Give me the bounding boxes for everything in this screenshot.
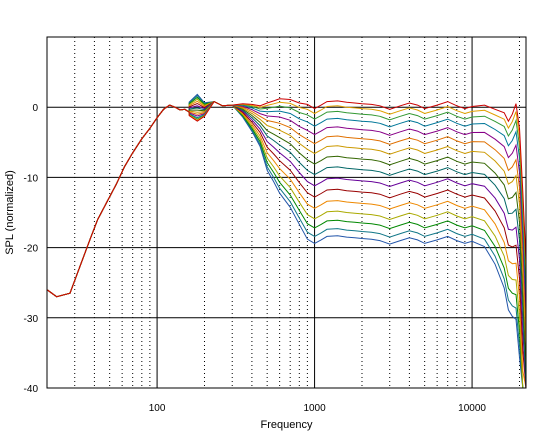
- series-line: [46, 93, 526, 389]
- x-tick-label: 1000: [303, 403, 326, 414]
- x-tick-label: 10000: [458, 403, 486, 414]
- series-line: [46, 101, 527, 389]
- series-line: [46, 98, 526, 389]
- minor-gridlines: [74, 37, 520, 388]
- y-tick-label: -10: [24, 173, 39, 184]
- x-axis-label: Frequency: [261, 419, 313, 431]
- plot-frame: [46, 36, 527, 389]
- y-tick-label: -30: [24, 314, 39, 325]
- series-line: [46, 100, 527, 312]
- series-line: [46, 96, 526, 389]
- series-line: [46, 98, 527, 298]
- y-tick-labels: 0 -10 -20 -30 -40: [24, 103, 39, 395]
- series-line: [46, 100, 527, 368]
- series-layer: [46, 93, 527, 389]
- series-line: [46, 100, 527, 389]
- y-tick-label: -20: [24, 244, 39, 255]
- series-line: [46, 101, 527, 388]
- x-tick-labels: 100 1000 10000: [149, 403, 487, 414]
- series-line: [46, 101, 527, 389]
- x-tick-label: 100: [149, 403, 166, 414]
- y-axis-label: SPL (normalized): [4, 170, 16, 255]
- major-gridlines: [47, 37, 526, 389]
- y-tick-label: 0: [32, 103, 38, 114]
- y-tick-label: -40: [24, 384, 39, 395]
